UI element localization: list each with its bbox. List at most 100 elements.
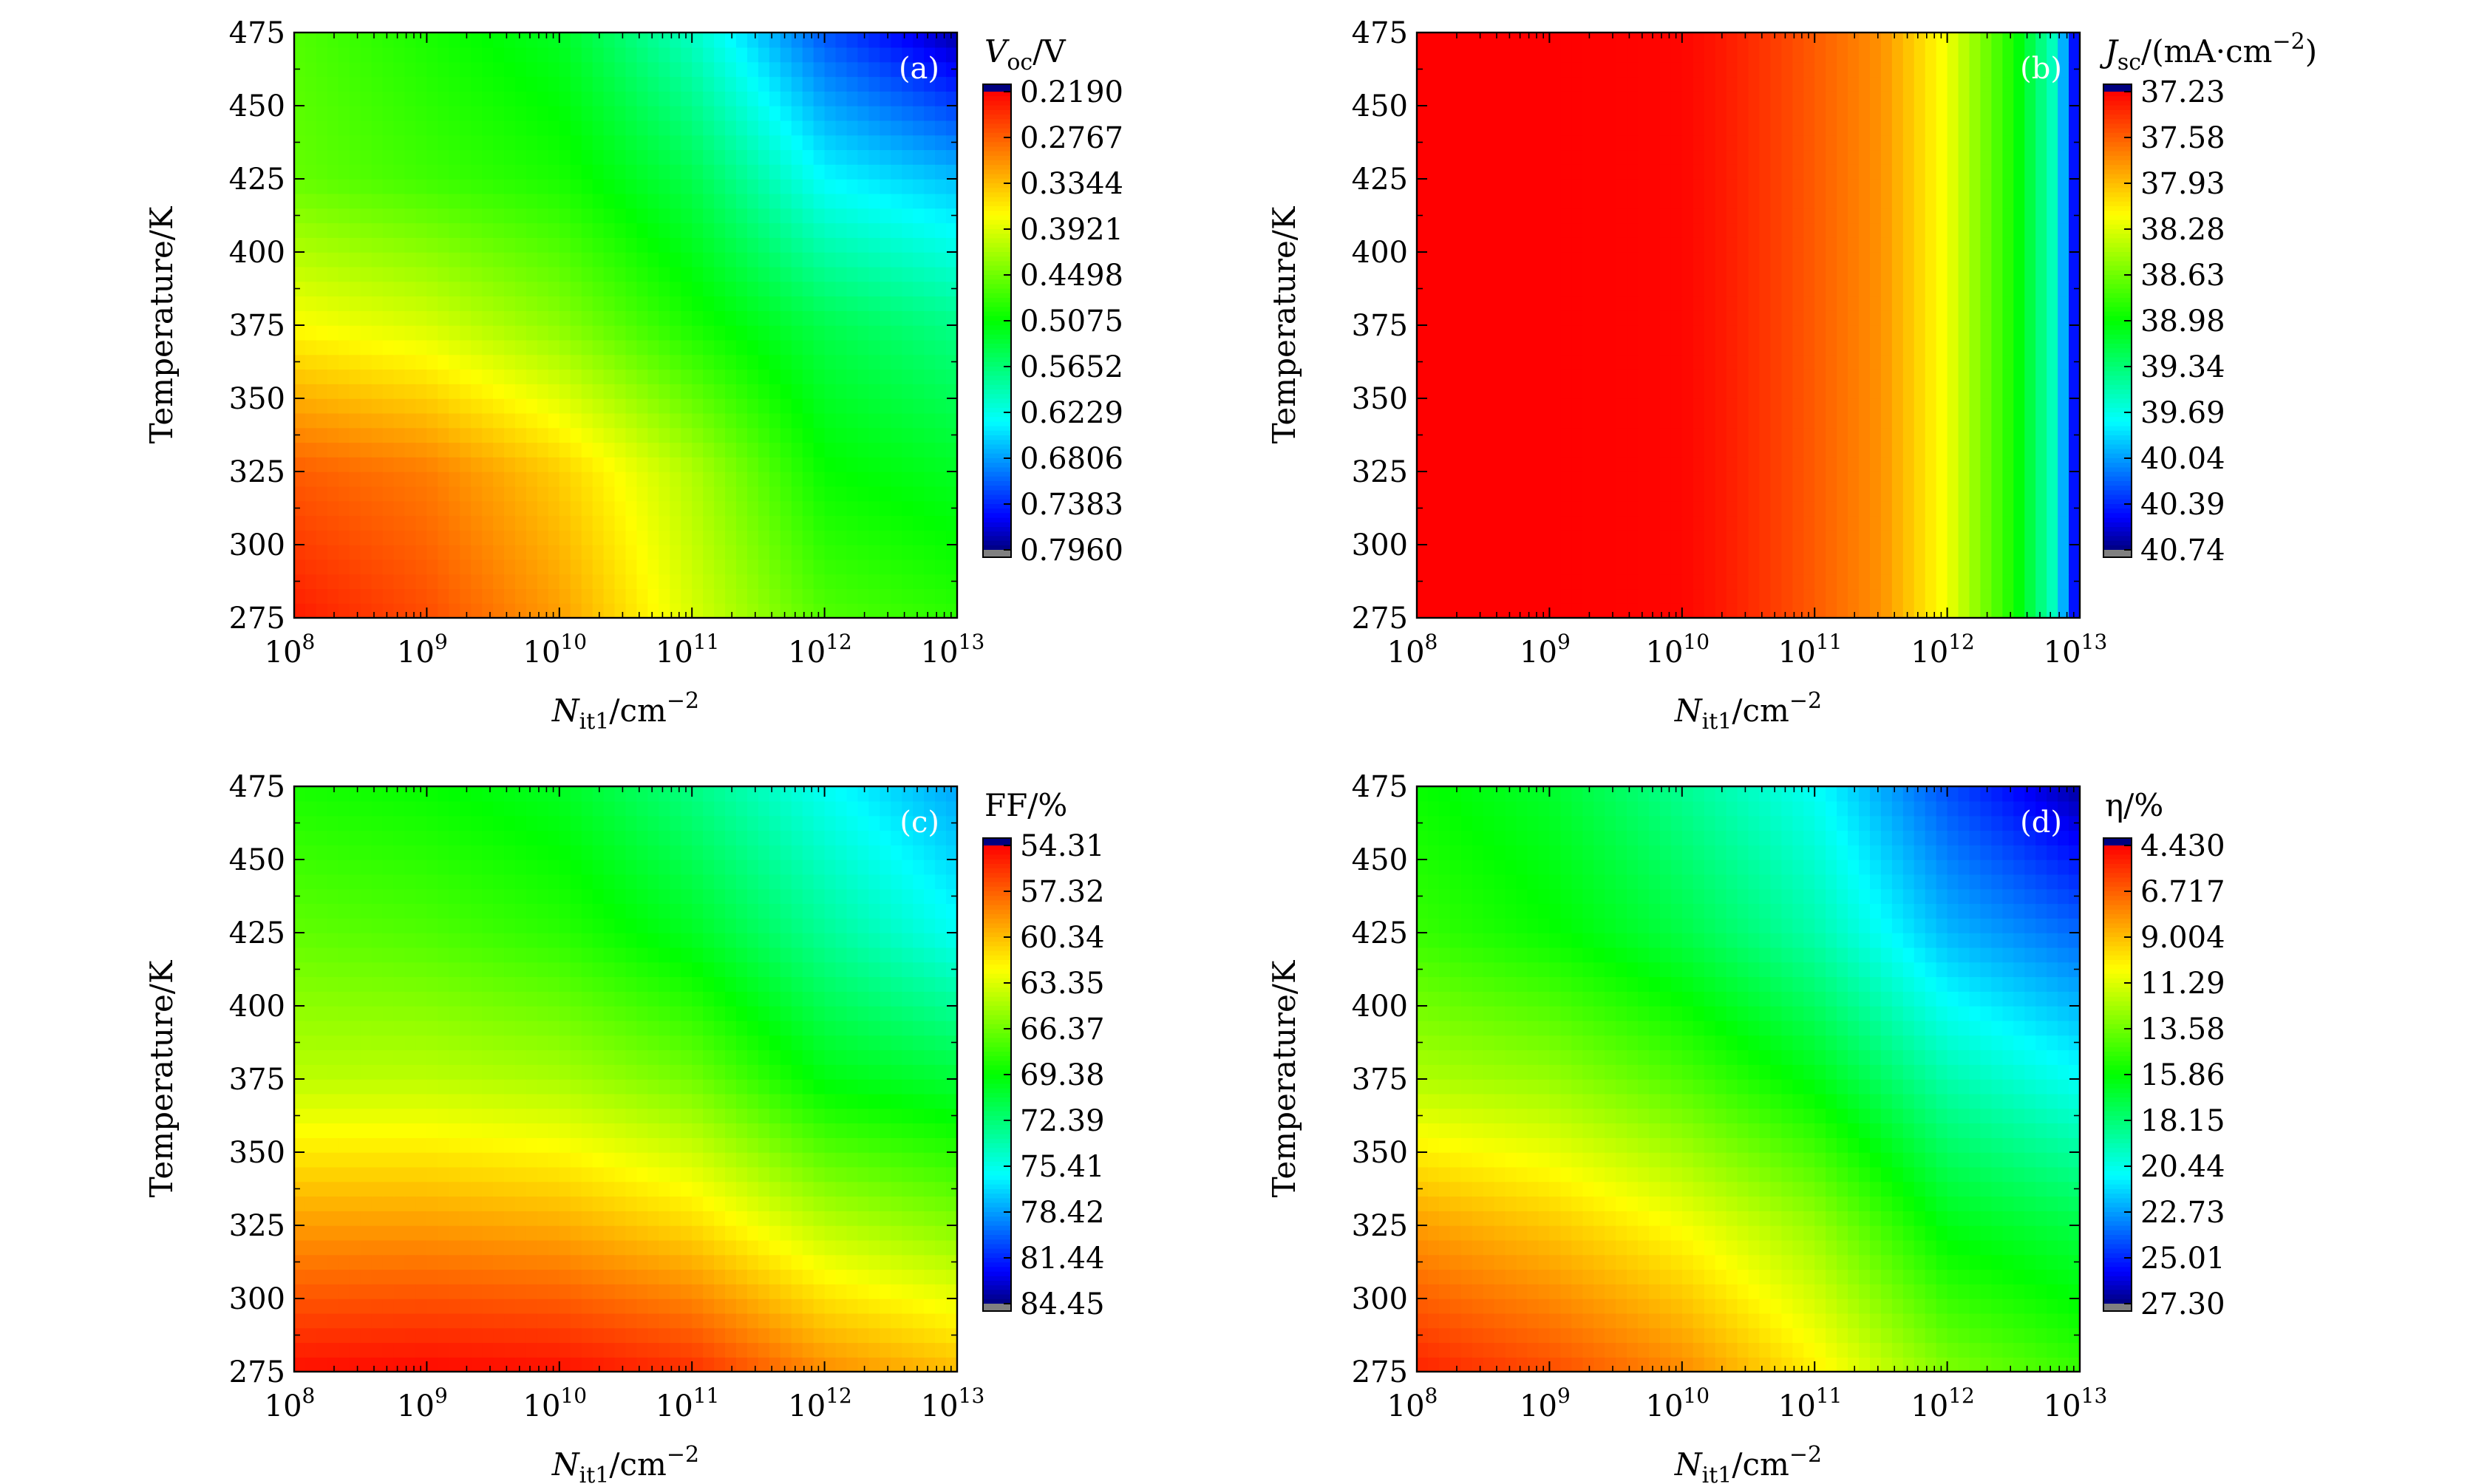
heatmap-cell: [1759, 252, 1772, 268]
heatmap-cell: [1659, 91, 1672, 106]
heatmap-cell: [504, 427, 516, 443]
heatmap-cell: [1582, 310, 1594, 326]
heatmap-cell: [1438, 427, 1451, 443]
heatmap-cell: [393, 369, 406, 384]
heatmap-cell: [614, 193, 627, 209]
heatmap-cell: [1925, 120, 1937, 136]
heatmap-cell: [1670, 354, 1683, 370]
heatmap-cell: [349, 500, 361, 517]
heatmap-cell: [1803, 222, 1815, 238]
heatmap-cell: [1991, 515, 2004, 531]
heatmap-cell: [438, 515, 449, 531]
heatmap-cell: [1582, 603, 1594, 619]
heatmap-cell: [681, 442, 693, 457]
heatmap-cell: [471, 573, 483, 590]
heatmap-cell: [1715, 325, 1727, 341]
heatmap-cell: [1472, 266, 1484, 282]
heatmap-cell: [703, 252, 715, 268]
heatmap-cell: [1472, 573, 1484, 590]
heatmap-cell: [1627, 588, 1639, 604]
heatmap-cell: [1549, 427, 1562, 443]
heatmap-cell: [537, 91, 549, 106]
heatmap-cell: [935, 76, 947, 92]
heatmap-cell: [1627, 61, 1639, 78]
heatmap-cell: [758, 515, 770, 531]
heatmap-cell: [891, 120, 902, 136]
heatmap-cell: [305, 76, 317, 92]
heatmap-cell: [813, 412, 826, 429]
heatmap-cell: [592, 281, 605, 297]
heatmap-cell: [1969, 149, 1982, 165]
heatmap-cell: [449, 106, 460, 121]
heatmap-cell: [946, 310, 958, 326]
heatmap-cell: [515, 472, 527, 487]
heatmap-cell: [1814, 573, 1826, 590]
heatmap-cell: [1902, 530, 1915, 545]
heatmap-cell: [802, 120, 814, 136]
heatmap-cell: [746, 545, 759, 560]
heatmap-cell: [1505, 237, 1517, 253]
heatmap-cell: [725, 412, 737, 429]
heatmap-cell: [382, 603, 395, 619]
colorbar-segment: [983, 288, 1011, 294]
heatmap-cell: [636, 208, 649, 224]
heatmap-cell: [404, 61, 417, 78]
heatmap-cell: [1693, 500, 1705, 517]
heatmap-cell: [1538, 164, 1551, 180]
heatmap-cell: [603, 33, 616, 48]
heatmap-cell: [1837, 179, 1848, 194]
heatmap-cell: [1848, 427, 1860, 443]
heatmap-cell: [1781, 296, 1793, 311]
heatmap-cell: [371, 573, 384, 590]
heatmap-cell: [570, 559, 582, 575]
heatmap-cell: [1460, 412, 1473, 429]
heatmap-cell: [460, 325, 472, 341]
heatmap-cell: [426, 515, 439, 531]
heatmap-cell: [559, 559, 571, 575]
heatmap-cell: [692, 603, 704, 619]
heatmap-cell: [913, 486, 925, 502]
heatmap-cell: [780, 149, 792, 165]
heatmap-cell: [1925, 573, 1937, 590]
heatmap-cell: [736, 33, 748, 48]
heatmap-cell: [1726, 500, 1738, 517]
heatmap-cell: [1527, 384, 1540, 399]
heatmap-cell: [603, 106, 616, 121]
heatmap-cell: [1438, 412, 1451, 429]
heatmap-cell: [758, 325, 770, 341]
heatmap-cell: [692, 33, 704, 48]
heatmap-cell: [460, 530, 472, 545]
heatmap-cell: [1549, 603, 1562, 619]
heatmap-cell: [1417, 384, 1429, 399]
heatmap-cell: [913, 515, 925, 531]
heatmap-cell: [880, 603, 891, 619]
heatmap-cell: [592, 47, 605, 63]
colorbar-segment: [983, 490, 1011, 496]
heatmap-cell: [2002, 61, 2014, 78]
heatmap-cell: [1571, 545, 1583, 560]
heatmap-cell: [493, 500, 505, 517]
heatmap-cell: [2047, 237, 2058, 253]
heatmap-cell: [746, 61, 759, 78]
heatmap-cell: [614, 237, 627, 253]
heatmap-cell: [305, 120, 317, 136]
heatmap-cell: [780, 369, 792, 384]
heatmap-cell: [647, 588, 660, 604]
heatmap-cell: [393, 427, 406, 443]
heatmap-cell: [868, 515, 881, 531]
heatmap-cell: [1869, 398, 1882, 414]
heatmap-cell: [659, 252, 670, 268]
heatmap-cell: [316, 149, 328, 165]
heatmap-cell: [1472, 222, 1484, 238]
heatmap-cell: [371, 310, 384, 326]
heatmap-cell: [1947, 135, 1959, 151]
heatmap-cell: [1814, 515, 1826, 531]
heatmap-cell: [1494, 603, 1506, 619]
heatmap-cell: [1880, 310, 1893, 326]
heatmap-cell: [880, 76, 891, 92]
heatmap-cell: [868, 296, 881, 311]
heatmap-cell: [1549, 164, 1562, 180]
heatmap-cell: [813, 442, 826, 457]
heatmap-cell: [1438, 76, 1451, 92]
heatmap-cell: [1605, 193, 1616, 209]
